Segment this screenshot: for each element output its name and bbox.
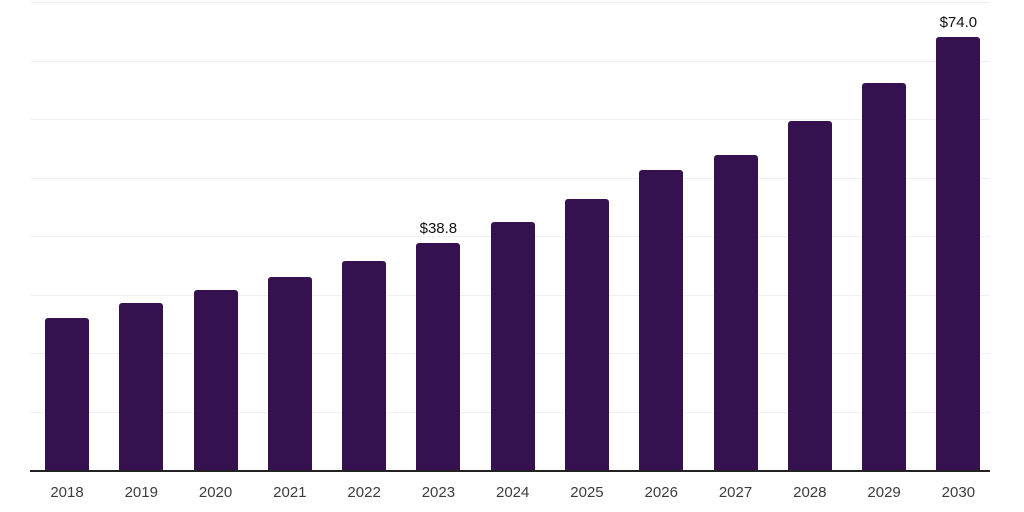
value-label-2030: $74.0 [939, 14, 978, 32]
x-tick-label-2027: 2027 [718, 484, 753, 501]
gridline-70 [30, 60, 990, 62]
bar-2022 [342, 260, 387, 470]
plot-area: $38.8 $74.0 [30, 2, 990, 472]
x-tick-label-2028: 2028 [793, 484, 827, 501]
x-tick-label-2030: 2030 [941, 484, 976, 501]
x-tick-label-2025: 2025 [570, 484, 604, 501]
gridline-60 [30, 119, 990, 120]
bar-2029 [862, 82, 907, 470]
bar-2027 [713, 154, 758, 470]
bar-2026 [639, 170, 684, 470]
bar-2030 [936, 37, 981, 470]
bar-2028 [787, 120, 832, 470]
gridline-80 [30, 2, 990, 3]
x-axis-line [30, 470, 990, 472]
x-tick-label-2021: 2021 [273, 484, 307, 501]
x-tick-label-2024: 2024 [495, 484, 530, 501]
value-label-2023: $38.8 [419, 220, 458, 238]
bar-2025 [564, 199, 609, 470]
x-tick-label-2022: 2022 [347, 484, 381, 501]
bar-2021 [267, 276, 312, 470]
x-tick-label-2023: 2023 [421, 484, 456, 501]
bar-2024 [490, 221, 535, 470]
x-tick-label-2026: 2026 [644, 484, 678, 501]
gridline-50 [30, 177, 990, 179]
x-tick-label-2019: 2019 [124, 484, 158, 501]
bar-2019 [119, 302, 164, 470]
bar-2020 [193, 290, 238, 470]
bar-2018 [45, 317, 89, 470]
x-tick-label-2020: 2020 [198, 484, 233, 501]
x-tick-label-2018: 2018 [50, 484, 84, 501]
x-tick-label-2029: 2029 [867, 484, 901, 501]
bar-2023 [416, 243, 461, 470]
